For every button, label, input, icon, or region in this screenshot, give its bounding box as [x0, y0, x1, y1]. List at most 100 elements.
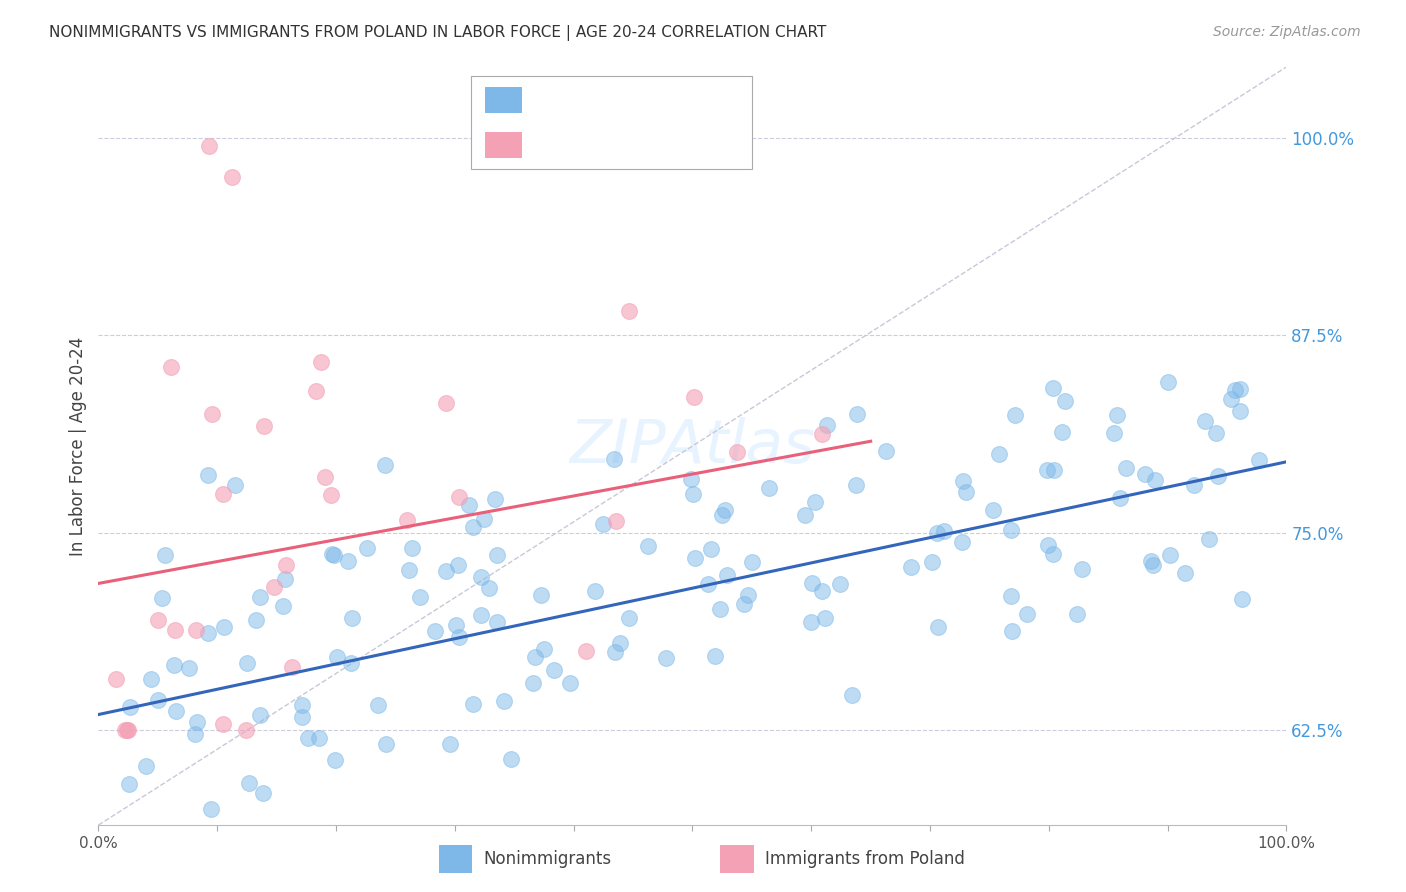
Point [115, 723, 138, 738]
Point [733, 597, 755, 611]
Point [484, 491, 506, 506]
Point [308, 731, 330, 745]
Point [1053, 394, 1076, 409]
Point [396, 513, 419, 527]
Point [1004, 408, 1026, 422]
Point [291, 698, 314, 712]
Point [1157, 375, 1180, 389]
Point [501, 751, 523, 765]
Point [201, 407, 224, 421]
Point [439, 738, 461, 752]
Text: NONIMMIGRANTS VS IMMIGRANTS FROM POLAND IN LABOR FORCE | AGE 20-24 CORRELATION C: NONIMMIGRANTS VS IMMIGRANTS FROM POLAND … [49, 25, 827, 41]
Point [337, 554, 360, 568]
Point [340, 657, 363, 671]
Point [401, 541, 423, 555]
Text: Source: ZipAtlas.com: Source: ZipAtlas.com [1213, 25, 1361, 39]
Text: Nonimmigrants: Nonimmigrants [484, 849, 612, 868]
Point [461, 698, 484, 712]
Bar [485, 87, 522, 113]
Point [683, 550, 706, 565]
Point [434, 564, 457, 578]
Point [697, 577, 720, 591]
Point [900, 560, 922, 574]
Point [104, 672, 127, 686]
Point [398, 563, 420, 577]
Point [524, 650, 547, 665]
Point [160, 359, 183, 374]
Point [710, 508, 733, 522]
Point [952, 474, 974, 488]
Point [1035, 463, 1057, 477]
Point [356, 541, 378, 555]
Point [492, 694, 515, 708]
Point [117, 723, 139, 738]
Point [470, 608, 492, 623]
Point [793, 508, 815, 523]
Point [703, 648, 725, 663]
Point [921, 555, 943, 569]
Point [681, 472, 703, 486]
Text: Immigrants from Poland: Immigrants from Poland [765, 849, 965, 868]
Point [1220, 392, 1243, 406]
Point [449, 490, 471, 504]
Text: 0.183: 0.183 [583, 136, 631, 153]
Text: R =: R = [536, 91, 572, 109]
Point [186, 624, 208, 638]
Point [583, 583, 606, 598]
Point [224, 478, 246, 492]
Point [117, 777, 139, 791]
Point [1038, 538, 1060, 552]
Point [1066, 607, 1088, 622]
Point [1143, 473, 1166, 487]
Point [737, 588, 759, 602]
Point [700, 542, 723, 557]
Point [291, 709, 314, 723]
Point [304, 384, 326, 398]
Point [212, 487, 235, 501]
Point [212, 717, 235, 731]
Point [927, 620, 949, 634]
Point [238, 776, 260, 790]
Text: ZIPAtlas: ZIPAtlas [569, 417, 815, 475]
Point [530, 588, 553, 602]
Point [184, 727, 207, 741]
Point [800, 615, 823, 630]
Point [950, 534, 973, 549]
Point [273, 573, 295, 587]
Point [1050, 425, 1073, 440]
Text: 147: 147 [702, 91, 733, 109]
Point [543, 663, 565, 677]
Point [682, 487, 704, 501]
Text: N =: N = [654, 91, 690, 109]
Point [811, 584, 834, 599]
Point [235, 656, 257, 670]
Point [374, 458, 396, 472]
Point [447, 558, 470, 573]
Point [815, 417, 838, 432]
Point [280, 659, 302, 673]
Point [987, 447, 1010, 461]
Point [235, 723, 257, 738]
Point [1174, 566, 1197, 580]
Point [1198, 533, 1220, 547]
Point [148, 693, 170, 707]
Point [314, 470, 336, 484]
Point [322, 548, 344, 562]
Point [741, 555, 763, 569]
Point [342, 611, 364, 625]
Point [409, 591, 432, 605]
Point [716, 567, 738, 582]
Point [1042, 547, 1064, 561]
Text: R =: R = [536, 136, 572, 153]
Point [114, 723, 136, 738]
Point [212, 620, 235, 634]
Point [458, 498, 481, 512]
Point [1230, 591, 1253, 606]
Point [655, 650, 678, 665]
Point [319, 488, 342, 502]
Point [575, 644, 598, 658]
Point [423, 624, 446, 639]
Point [1142, 558, 1164, 573]
Point [619, 303, 641, 318]
Point [709, 601, 731, 615]
